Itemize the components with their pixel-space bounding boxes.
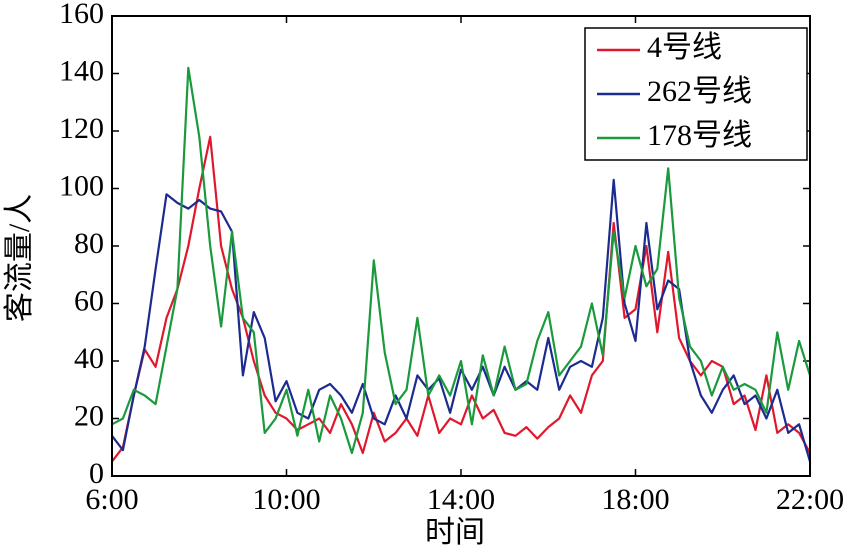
y-tick-label: 140 [59, 54, 104, 87]
y-tick-label: 40 [74, 342, 104, 375]
legend-label: 262号线 [647, 75, 752, 108]
y-axis-label: 客流量/人 [3, 194, 36, 322]
x-tick-label: 10:00 [252, 483, 320, 516]
series-line [111, 178, 812, 462]
legend-label: 178号线 [647, 119, 752, 152]
x-tick-label: 6:00 [85, 483, 138, 516]
y-tick-label: 80 [74, 227, 104, 260]
y-tick-label: 0 [89, 457, 104, 490]
y-tick-label: 100 [59, 169, 104, 202]
y-tick-label: 60 [74, 284, 104, 317]
series-line [111, 66, 812, 455]
legend-label: 4号线 [647, 31, 722, 64]
x-tick-label: 18:00 [601, 483, 669, 516]
x-tick-label: 22:00 [776, 483, 844, 516]
y-tick-label: 120 [59, 112, 104, 145]
plot-frame [111, 15, 811, 477]
x-axis-label: 时间 [425, 516, 485, 549]
series-line [111, 135, 811, 463]
x-tick-label: 14:00 [427, 483, 495, 516]
y-tick-label: 20 [74, 399, 104, 432]
y-tick-label: 160 [59, 0, 104, 30]
